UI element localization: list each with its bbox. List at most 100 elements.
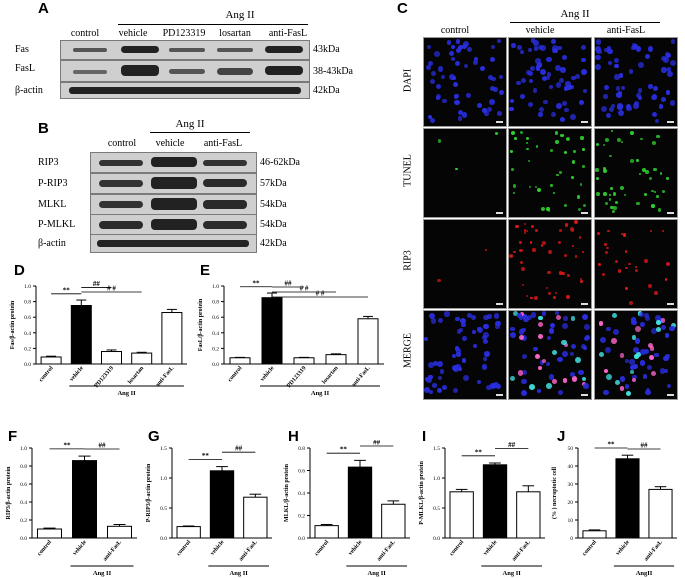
y-tick-label: 0.2 bbox=[20, 518, 27, 524]
blot-kda-label: 46-62kDa bbox=[260, 157, 300, 168]
chart-g-p-rip3: 0.0 0.5 1.0 1.5 P-RIP3/β-actin protein contro… bbox=[146, 445, 272, 577]
y-tick-label: 0.4 bbox=[20, 500, 27, 506]
chart-d-fas: 0.0 0.2 0.4 0.6 0.8 1.0 Fas/β-actin protein con… bbox=[10, 280, 187, 397]
bar bbox=[347, 466, 373, 539]
panel-letter-j: J bbox=[557, 428, 566, 445]
lane-label: losartan bbox=[219, 28, 251, 39]
micro-row-label: TUNEL bbox=[402, 154, 414, 187]
category-label: vehicle bbox=[210, 539, 226, 557]
significance-mark: ## bbox=[285, 280, 293, 288]
western-blot-fasl bbox=[60, 60, 310, 82]
y-tick-label: 30 bbox=[568, 482, 574, 488]
microscopy-tile-dapi bbox=[423, 37, 507, 127]
category-label: vehicle bbox=[260, 365, 276, 383]
panel-letter-e: E bbox=[200, 262, 211, 279]
y-axis-label: RIP3/β-actin protein bbox=[6, 466, 12, 520]
category-label: anti-FasL bbox=[643, 539, 664, 562]
chart-f-rip3: 0.0 0.2 0.4 0.6 0.8 1.0 RIP3/β-actin protein co… bbox=[6, 441, 137, 577]
bar bbox=[293, 357, 315, 365]
y-tick-label: 0.0 bbox=[433, 536, 440, 542]
y-tick-label: 0.2 bbox=[24, 346, 31, 352]
y-tick-label: 50 bbox=[568, 446, 574, 452]
bar bbox=[209, 470, 235, 539]
group-label: Ang II bbox=[368, 570, 387, 577]
y-tick-label: 40 bbox=[568, 464, 574, 470]
y-tick-label: 0.2 bbox=[298, 514, 305, 520]
y-axis-label: MLKL/β-actin protein bbox=[284, 463, 290, 522]
category-label: vehicle bbox=[69, 365, 85, 383]
y-tick-label: 1.5 bbox=[160, 446, 167, 452]
blot-row-label: P-MLKL bbox=[38, 219, 76, 230]
significance-mark: ## bbox=[235, 445, 243, 453]
category-label: vehicle bbox=[72, 539, 88, 557]
y-tick-label: 0.0 bbox=[160, 536, 167, 542]
category-label: losartan bbox=[321, 365, 340, 385]
blot-row-label: Fas bbox=[15, 44, 29, 55]
bar bbox=[261, 297, 283, 365]
significance-mark: ** bbox=[253, 279, 261, 287]
bar bbox=[449, 491, 474, 539]
microscopy-tile-dapi bbox=[508, 37, 592, 127]
microscopy-tile-tunel bbox=[594, 128, 678, 218]
microscopy-tile-merge bbox=[594, 310, 678, 400]
lane-label: PD123319 bbox=[162, 28, 206, 39]
panel-letter-b: B bbox=[38, 120, 49, 137]
panel-letter-i: I bbox=[422, 428, 427, 445]
microscopy-tile-rip3 bbox=[508, 219, 592, 309]
blot-kda-label: 54kDa bbox=[260, 199, 287, 210]
y-tick-label: 0 bbox=[570, 536, 573, 542]
group-label: Ang II bbox=[117, 390, 136, 397]
y-tick-label: 1.0 bbox=[433, 476, 440, 482]
category-label: anti-FasL bbox=[511, 539, 532, 562]
western-blot-fas bbox=[60, 40, 310, 60]
significance-mark: ## bbox=[508, 441, 516, 449]
micro-column-label: control bbox=[440, 25, 470, 36]
significance-mark: ** bbox=[608, 441, 616, 449]
significance-mark: ** bbox=[475, 448, 483, 456]
category-label: anti-FasL bbox=[351, 365, 372, 388]
y-tick-label: 0.2 bbox=[212, 346, 219, 352]
microscopy-tile-merge bbox=[423, 310, 507, 400]
panel-letter-d: D bbox=[14, 262, 25, 279]
blot-row-label: RIP3 bbox=[38, 157, 59, 168]
y-tick-label: 0.4 bbox=[24, 331, 31, 337]
y-tick-label: 1.0 bbox=[24, 284, 31, 290]
panel-letter-a: A bbox=[38, 0, 49, 17]
blot-kda-label: 38-43kDa bbox=[313, 66, 353, 77]
panel-b-treatment-line bbox=[150, 132, 250, 133]
western-blot-rip3 bbox=[90, 152, 257, 173]
panel-a-treatment-line bbox=[118, 24, 308, 25]
category-label: control bbox=[314, 539, 331, 557]
bar bbox=[582, 530, 607, 539]
bar bbox=[229, 357, 251, 365]
panel-letter-f: F bbox=[8, 428, 18, 445]
chart-h-mlkl: 0.0 0.2 0.4 0.6 0.8 MLKL/β-actin protein contr… bbox=[284, 440, 410, 577]
bar bbox=[516, 491, 541, 539]
micro-column-label: vehicle bbox=[525, 25, 555, 36]
bar bbox=[70, 305, 92, 365]
y-axis-label: P-RIP3/β-actin protein bbox=[146, 463, 152, 522]
bar bbox=[325, 354, 347, 365]
y-tick-label: 0.8 bbox=[20, 464, 27, 470]
bar bbox=[243, 496, 268, 539]
bar bbox=[101, 351, 122, 365]
panel-letter-h: H bbox=[288, 428, 299, 445]
lane-label: control bbox=[70, 28, 100, 39]
significance-mark: ## bbox=[99, 442, 107, 450]
chart-j-necroptotic: 0 10 20 30 40 50 (% ) necroptotic cell control v… bbox=[551, 441, 677, 577]
category-label: control bbox=[37, 539, 54, 557]
western-blot-p-mlkl bbox=[90, 214, 257, 235]
western-blot-actin-a bbox=[60, 82, 310, 99]
lane-label: vehicle bbox=[118, 28, 148, 39]
bar bbox=[314, 525, 339, 539]
microscopy-tile-rip3 bbox=[423, 219, 507, 309]
micro-row-label: DAPI bbox=[402, 68, 414, 93]
western-blot-p-rip3 bbox=[90, 173, 257, 194]
blot-kda-label: 54kDa bbox=[260, 219, 287, 230]
significance-mark: ** bbox=[63, 286, 71, 294]
blot-row-label: FasL bbox=[15, 63, 35, 74]
microscopy-tile-rip3 bbox=[594, 219, 678, 309]
y-tick-label: 0.6 bbox=[212, 315, 219, 321]
group-label: AngII bbox=[636, 570, 653, 577]
category-label: losartan bbox=[127, 365, 146, 385]
